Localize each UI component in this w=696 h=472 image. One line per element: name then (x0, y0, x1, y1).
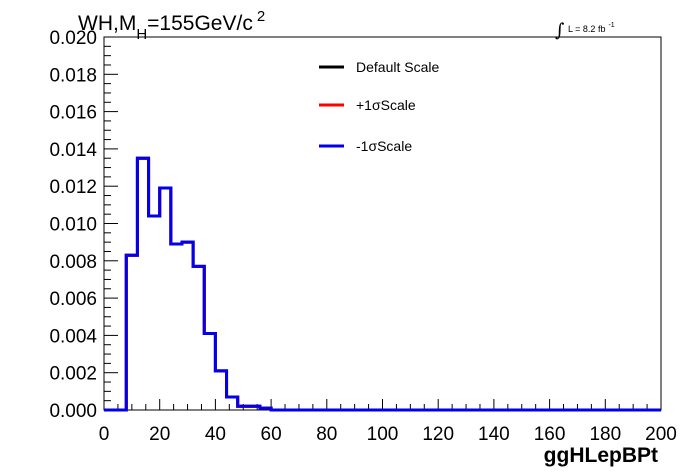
y-tick-label: 0.016 (49, 103, 97, 124)
y-tick-label: 0.004 (49, 326, 97, 347)
y-tick-label: 0.008 (49, 252, 97, 273)
luminosity-label: L = 8.2 fb -1 (568, 22, 615, 34)
x-axis-tick-labels: 0 20 40 60 80 100 120 140 160 180 200 (99, 424, 677, 445)
series-group (104, 156, 661, 412)
legend: Default Scale +1σScale -1σScale (319, 59, 439, 154)
x-tick-label: 20 (149, 424, 170, 445)
y-tick-label: 0.010 (49, 215, 97, 236)
legend-label: +1σScale (356, 97, 416, 113)
luminosity-text: L = 8.2 fb (568, 24, 605, 34)
y-tick-label: 0.002 (49, 364, 97, 385)
series-line-2 (104, 156, 661, 412)
x-tick-label: 80 (316, 424, 337, 445)
y-tick-label: 0.006 (49, 289, 97, 310)
x-tick-label: 60 (261, 424, 282, 445)
chart-title: WH,MH=155GeV/c 2 (78, 8, 265, 43)
title-superscript: 2 (257, 8, 265, 25)
x-tick-label: 120 (422, 424, 454, 445)
y-tick-label: 0.012 (49, 177, 97, 198)
x-tick-label: 0 (99, 424, 110, 445)
y-tick-label: 0.014 (49, 140, 97, 161)
x-tick-label: 200 (645, 424, 677, 445)
x-tick-label: 140 (478, 424, 510, 445)
integral-symbol: ∫ (555, 20, 565, 41)
luminosity-superscript: -1 (608, 22, 614, 29)
x-tick-label: 160 (534, 424, 566, 445)
x-axis-ticks (103, 399, 662, 410)
y-tick-label: 0.000 (49, 401, 97, 422)
x-tick-label: 40 (205, 424, 226, 445)
title-prefix: WH,M (78, 12, 136, 35)
title-subscript: H (136, 26, 147, 43)
legend-label: -1σScale (356, 138, 412, 154)
y-tick-label: 0.018 (49, 65, 97, 86)
x-tick-label: 180 (589, 424, 621, 445)
y-tick-label: 0.020 (49, 28, 97, 49)
y-axis-tick-labels: 0.000 0.002 0.004 0.006 0.008 0.010 0.012 0.014… (49, 28, 97, 422)
x-axis-title: ggHLepBPt (544, 444, 658, 467)
legend-label: Default Scale (356, 59, 439, 75)
x-tick-label: 100 (367, 424, 399, 445)
title-value: =155GeV/c (147, 12, 253, 35)
